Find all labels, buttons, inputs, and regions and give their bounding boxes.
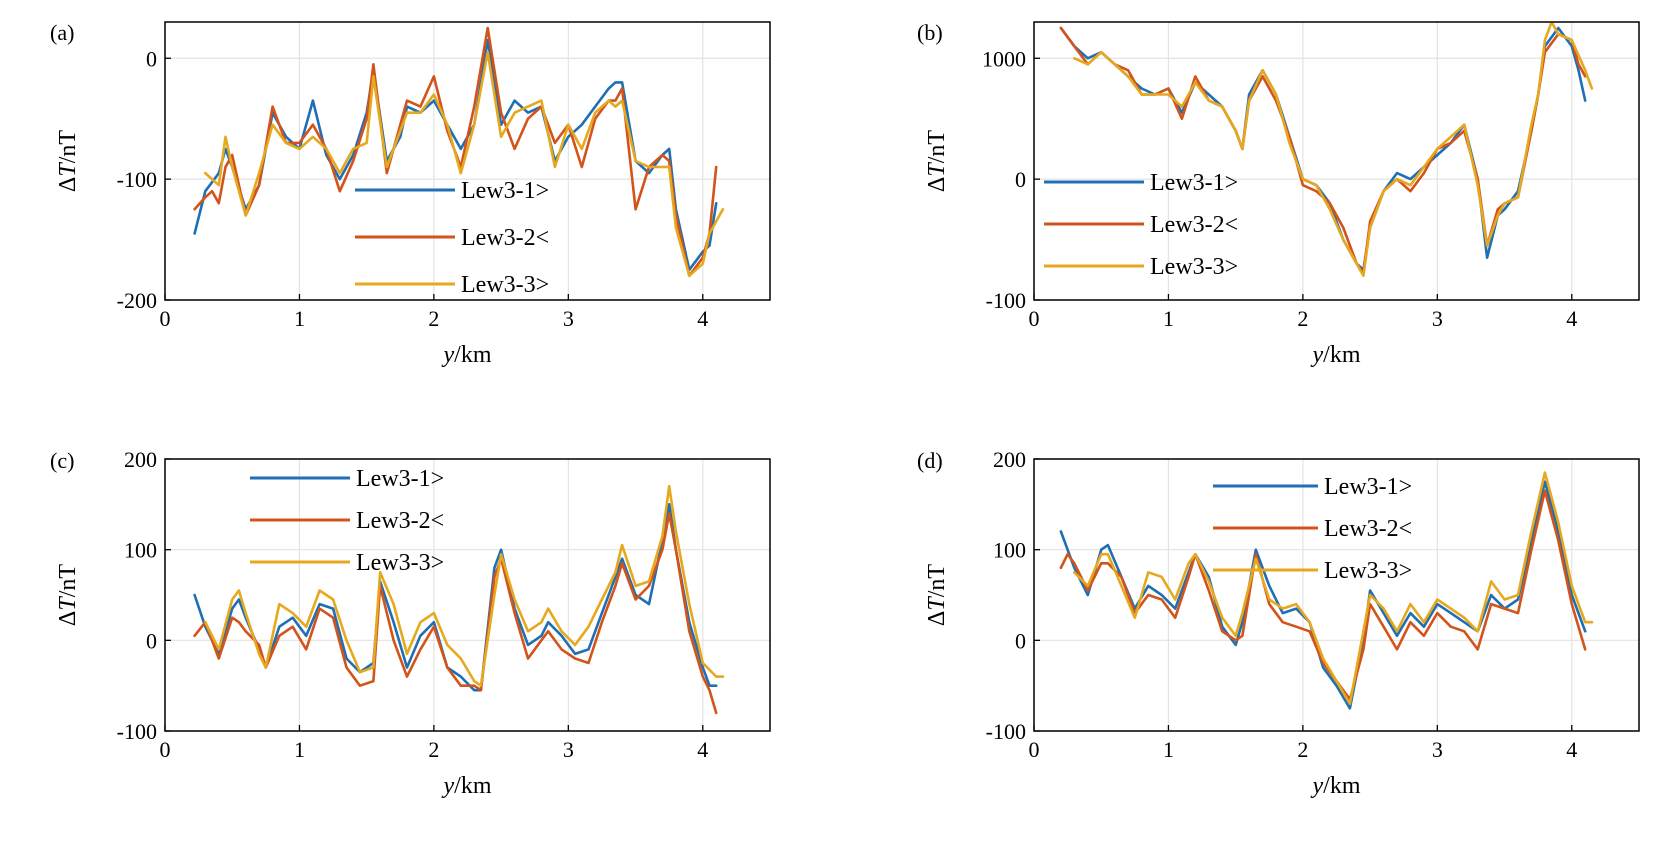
axes-frame — [164, 458, 771, 732]
legend: Lew3-1> Lew3-2< Lew3-3> — [250, 466, 444, 576]
y-axis-label: ΔT/nT — [924, 130, 950, 192]
y-tick-label: 100 — [993, 538, 1026, 563]
x-axis-label: y/km — [442, 342, 492, 368]
axes-frame — [164, 21, 771, 301]
axes-frame — [1033, 458, 1640, 732]
x-tick-label: 3 — [563, 737, 574, 762]
series-line-3 — [204, 484, 725, 688]
panel-label: (a) — [50, 20, 74, 45]
x-tick-label: 0 — [1029, 306, 1040, 331]
x-axis-label: y/km — [1311, 773, 1361, 799]
y-tick-label: 100 — [124, 538, 157, 563]
chart-panel-4: 0 1 2 3 4-1000100200(d)y/kmΔT/nTLew3-1>Lew3-… — [917, 447, 1640, 799]
y-tick-label: 0 — [1015, 628, 1026, 653]
legend: Lew3-1> Lew3-2< Lew3-3> — [1213, 474, 1412, 584]
legend: Lew3-1> Lew3-2< Lew3-3> — [1044, 170, 1238, 280]
series-line-3 — [1073, 22, 1594, 278]
legend-label-3: Lew3-3> — [356, 550, 444, 576]
panel-label: (c) — [50, 448, 74, 473]
chart-panel-3: 0 1 2 3 4-1000100200(c)y/kmΔT/nTLew3-1>Lew3-… — [50, 447, 771, 799]
y-axis-label: ΔT/nT — [924, 564, 950, 626]
y-tick-label: 0 — [146, 46, 157, 71]
x-tick-label: 1 — [294, 306, 305, 331]
legend-label-1: Lew3-1> — [1324, 474, 1412, 500]
y-tick-label: 200 — [124, 447, 157, 472]
series-line-1 — [1059, 26, 1587, 272]
x-tick-label: 1 — [294, 737, 305, 762]
y-tick-label: 1000 — [982, 46, 1026, 71]
x-tick-label: 2 — [428, 306, 439, 331]
y-tick-label: -200 — [117, 288, 157, 313]
y-tick-label: 200 — [993, 447, 1026, 472]
x-tick-label: 0 — [160, 737, 171, 762]
y-axis-label: ΔT/nT — [55, 564, 81, 626]
y-tick-label: 0 — [146, 628, 157, 653]
y-tick-label: -100 — [117, 167, 157, 192]
series-line-3 — [1073, 471, 1594, 706]
series-line-2 — [193, 512, 718, 715]
legend-label-3: Lew3-3> — [1150, 254, 1238, 280]
axes-frame — [1033, 21, 1640, 301]
series-line-2 — [1059, 489, 1587, 701]
panel-label: (b) — [917, 20, 943, 45]
y-tick-label: -100 — [986, 719, 1026, 744]
chart-panel-2: 0 1 2 3 4-10001000(b)y/kmΔT/nTLew3-1>Lew3-2<… — [917, 20, 1640, 368]
legend-label-1: Lew3-1> — [356, 466, 444, 492]
x-tick-label: 3 — [563, 306, 574, 331]
series-line-2 — [1059, 26, 1587, 275]
legend-label-2: Lew3-2< — [1150, 212, 1238, 238]
legend-label-3: Lew3-3> — [1324, 558, 1412, 584]
y-tick-label: -100 — [986, 288, 1026, 313]
y-axis-label: ΔT/nT — [55, 130, 81, 192]
x-tick-label: 2 — [1297, 737, 1308, 762]
x-axis-label: y/km — [1311, 342, 1361, 368]
x-tick-label: 4 — [697, 306, 708, 331]
x-tick-label: 1 — [1163, 737, 1174, 762]
x-tick-label: 0 — [160, 306, 171, 331]
x-tick-label: 2 — [428, 737, 439, 762]
legend-label-2: Lew3-2< — [461, 225, 549, 251]
x-tick-label: 0 — [1029, 737, 1040, 762]
x-axis-label: y/km — [442, 773, 492, 799]
legend-label-2: Lew3-2< — [1324, 516, 1412, 542]
x-tick-label: 4 — [697, 737, 708, 762]
series-line-3 — [204, 50, 725, 278]
series-line-1 — [193, 502, 718, 692]
legend-label-1: Lew3-1> — [461, 178, 549, 204]
x-tick-label: 3 — [1432, 306, 1443, 331]
legend: Lew3-1> Lew3-2< Lew3-3> — [355, 178, 549, 298]
legend-label-2: Lew3-2< — [356, 508, 444, 534]
x-tick-label: 4 — [1566, 306, 1577, 331]
x-tick-label: 2 — [1297, 306, 1308, 331]
chart-panel-1: 0 1 2 3 4 -200 -100 0 (a) y/km ΔT/nT Lew3-1> Lew3-2<… — [50, 20, 771, 368]
x-tick-label: 1 — [1163, 306, 1174, 331]
y-tick-label: 0 — [1015, 167, 1026, 192]
y-tick-label: -100 — [117, 719, 157, 744]
legend-label-1: Lew3-1> — [1150, 170, 1238, 196]
x-tick-label: 4 — [1566, 737, 1577, 762]
legend-label-3: Lew3-3> — [461, 272, 549, 298]
x-tick-label: 3 — [1432, 737, 1443, 762]
panel-label: (d) — [917, 448, 943, 473]
